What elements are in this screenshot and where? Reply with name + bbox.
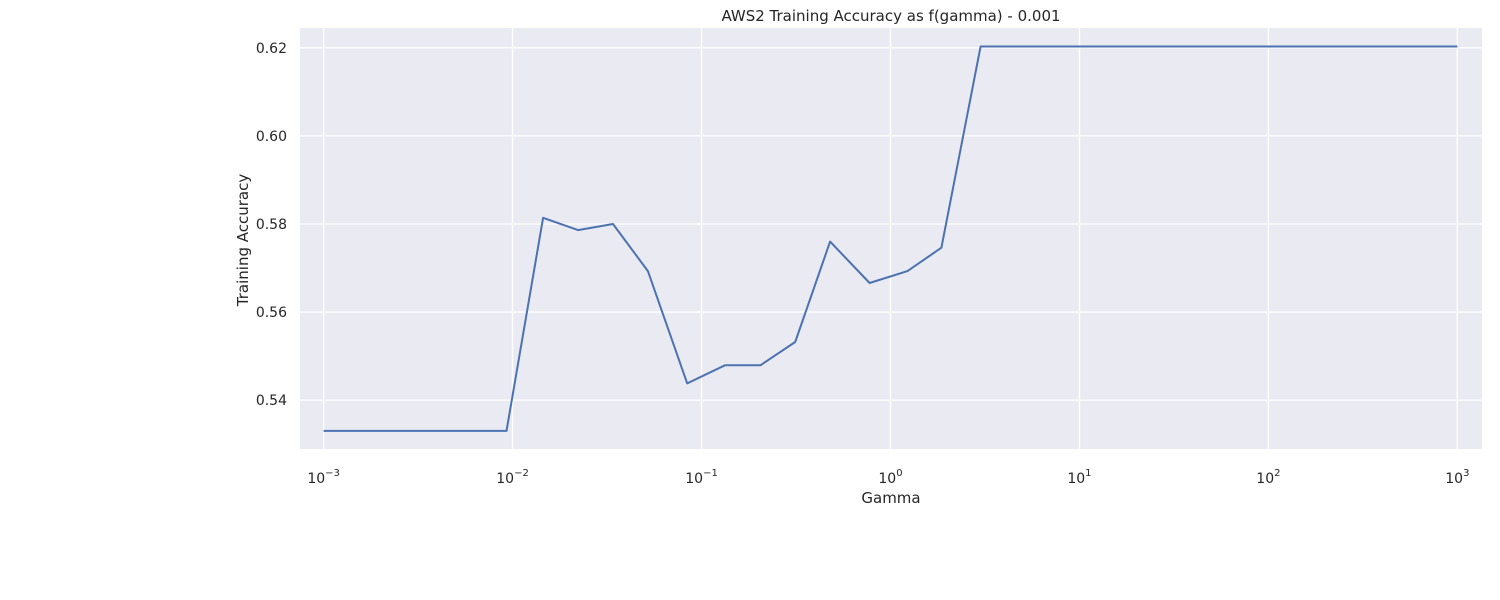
x-tick-labels: 10−3 10−2 10−1 100 101 102 103 [307,468,1469,487]
x-tick-label: 102 [1256,468,1280,487]
x-tick-label: 10−2 [496,468,529,487]
x-axis-label: Gamma [861,489,920,507]
y-tick-label: 0.60 [256,129,287,145]
series-line [323,45,1458,432]
y-gridlines [300,47,1482,401]
y-tick-label: 0.58 [256,217,287,233]
x-tick-label: 103 [1445,468,1469,487]
chart-title: AWS2 Training Accuracy as f(gamma) - 0.0… [721,7,1060,25]
y-tick-label: 0.54 [256,393,287,409]
x-tick-label: 10−3 [307,468,340,487]
x-tick-label: 10−1 [685,468,718,487]
y-tick-labels: 0.54 0.56 0.58 0.60 0.62 [256,41,287,409]
y-axis-label: Training Accuracy [234,174,252,308]
x-tick-label: 100 [878,468,902,487]
x-gridlines [322,28,1459,449]
y-tick-label: 0.56 [256,305,287,321]
y-tick-label: 0.62 [256,41,287,57]
x-tick-label: 101 [1067,468,1091,487]
